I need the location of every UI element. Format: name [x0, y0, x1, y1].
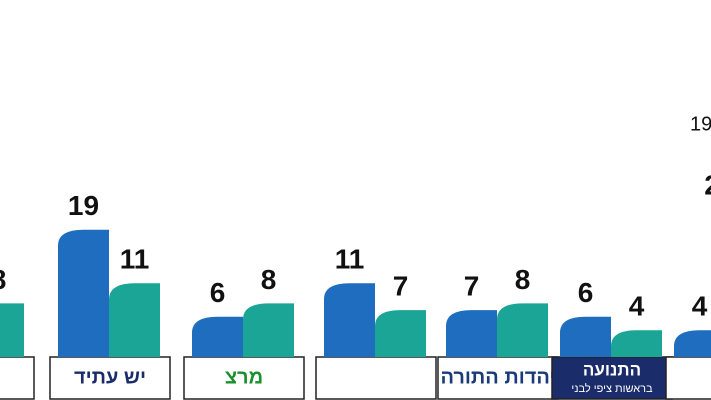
bar [58, 229, 109, 357]
bar [192, 316, 243, 357]
bar [324, 283, 375, 357]
value-label: 7 [464, 270, 480, 301]
logo-box [665, 356, 711, 400]
party-logo-subtitle: בראשות ציפי לבני [571, 382, 653, 395]
logo-box [49, 356, 171, 400]
bar [375, 310, 426, 357]
bar [446, 310, 497, 357]
value-label: 4 [692, 291, 708, 322]
annotation: 2 [704, 169, 711, 200]
value-label: 11 [120, 244, 150, 275]
bar [0, 303, 24, 357]
legend-label: ה-19 [690, 113, 711, 135]
value-label: 8 [0, 264, 6, 295]
logo-box [183, 356, 305, 400]
value-label: 4 [629, 291, 645, 322]
value-label: 6 [210, 277, 226, 308]
party-logo-text: יהדות התורה [440, 366, 555, 388]
value-label: 6 [578, 277, 594, 308]
bar [497, 303, 548, 357]
party-logo-text: יש עתיד [74, 366, 146, 388]
logo-box [315, 356, 437, 400]
value-label: 11 [335, 244, 365, 275]
value-label: 19 [68, 190, 99, 221]
party-logo-text: התנועה [583, 360, 641, 379]
logo-box [0, 356, 35, 400]
value-label: 7 [393, 270, 409, 301]
bar [611, 330, 662, 357]
value-label: 8 [515, 264, 531, 295]
bar [109, 283, 160, 357]
bar [243, 303, 294, 357]
bar [560, 316, 611, 357]
party-logo-text: מרצ [225, 366, 263, 388]
value-label: 8 [261, 264, 277, 295]
bar [674, 330, 711, 357]
